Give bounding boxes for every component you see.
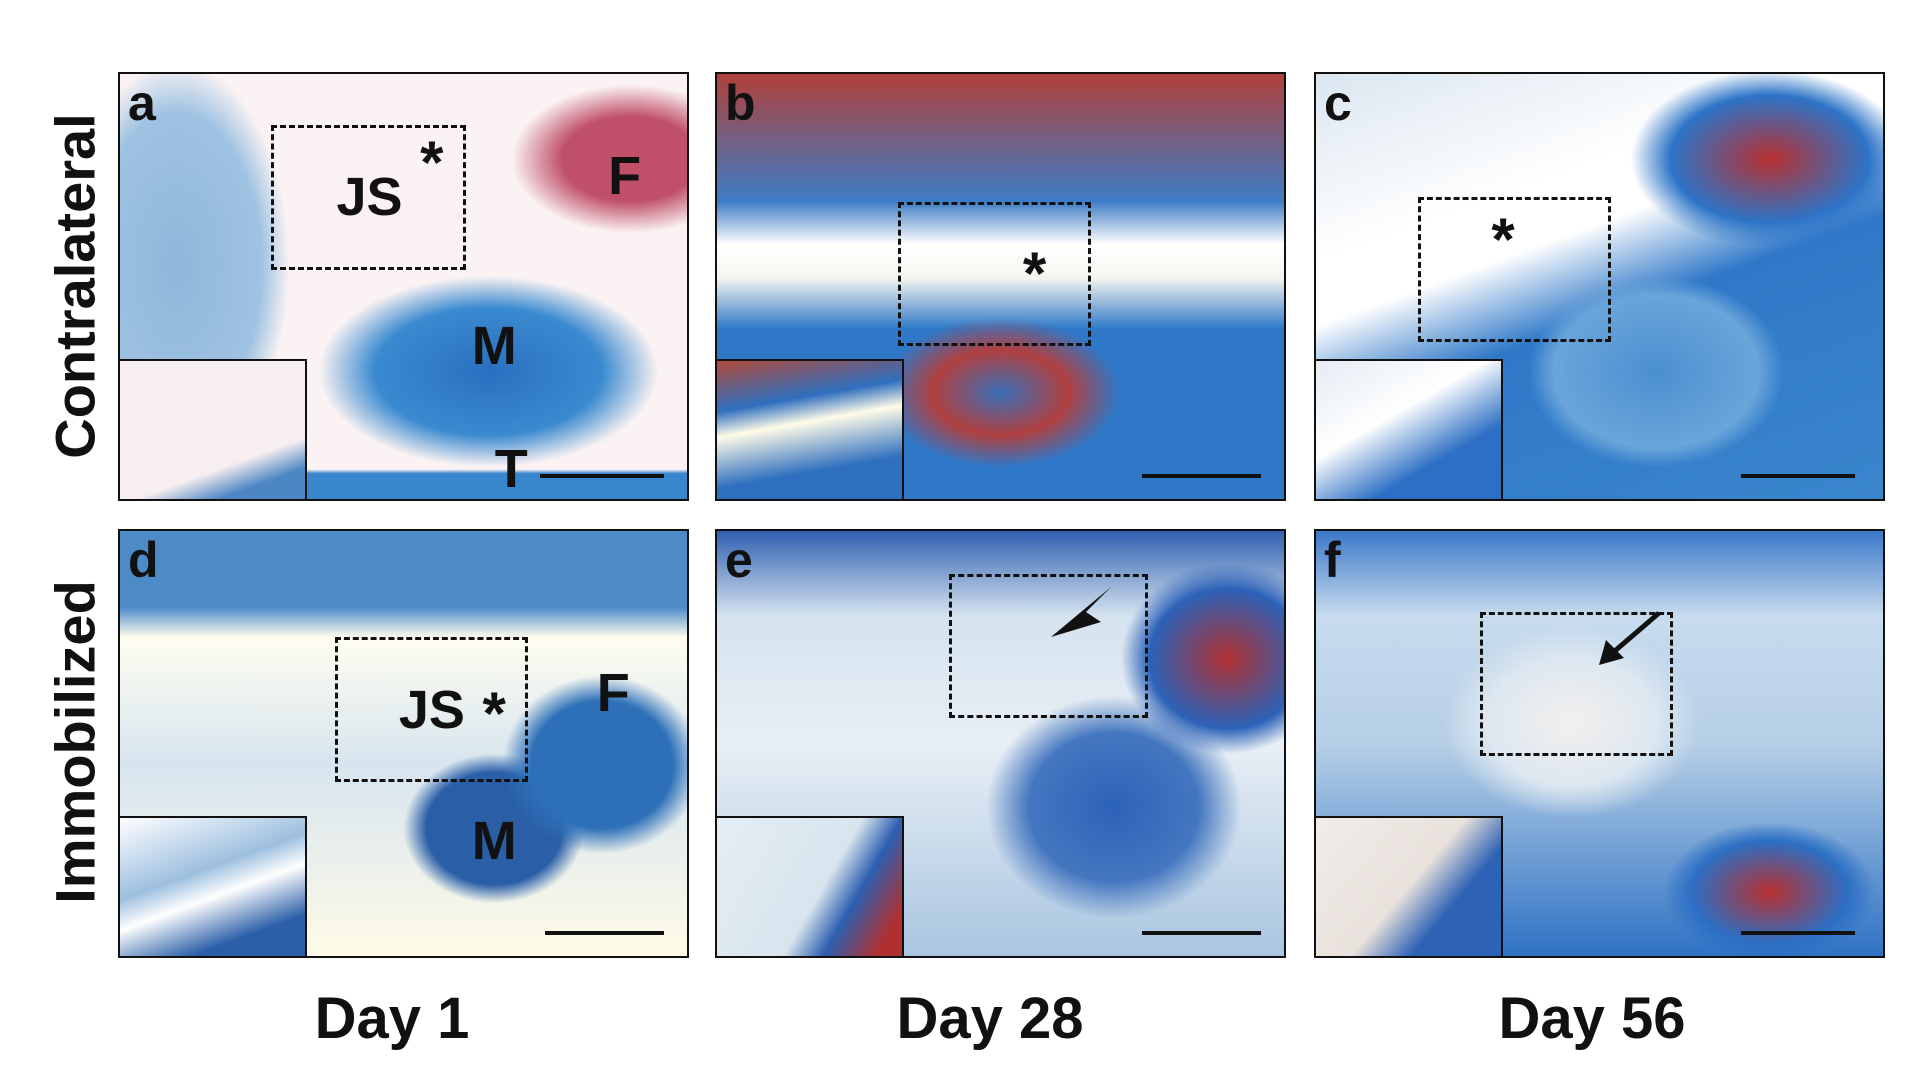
scale-bar [1142, 473, 1262, 478]
label-joint-space: JS [398, 679, 465, 740]
inset-e [717, 815, 905, 956]
panel-letter: c [1324, 75, 1352, 131]
panel-d: d JS * F M [118, 529, 689, 958]
roi-box [898, 201, 1092, 346]
column-label-day1: Day 1 [314, 986, 470, 1051]
inset-b [717, 358, 905, 499]
roi-box [335, 637, 529, 782]
inset-a [120, 358, 308, 499]
roi-box [1480, 611, 1674, 757]
panel-letter: d [128, 532, 159, 588]
column-label-day28: Day 28 [896, 986, 1084, 1051]
inset-c [1316, 358, 1504, 499]
label-meniscus: M [471, 316, 517, 376]
scale-bar [539, 473, 665, 478]
scale-bar [545, 930, 665, 935]
scale-bar [1741, 473, 1855, 478]
row-label-contralateral: Contralateral [43, 113, 107, 459]
inset-d [120, 815, 308, 956]
arrowhead-icon [1050, 587, 1111, 637]
panel-e: e [715, 529, 1286, 958]
label-asterisk: * [482, 679, 506, 747]
panel-a: a JS * F M T [118, 72, 689, 501]
panel-letter: b [725, 75, 756, 131]
panel-f: f [1314, 529, 1885, 958]
roi-box [270, 125, 466, 270]
panel-b: b * [715, 72, 1286, 501]
label-meniscus: M [471, 811, 517, 872]
scale-bar [1741, 930, 1855, 935]
label-asterisk: * [420, 129, 444, 197]
row-label-immobilized: Immobilized [43, 580, 107, 904]
panel-letter: e [725, 532, 753, 588]
panel-letter: f [1324, 532, 1341, 588]
panel-letter: a [128, 75, 156, 131]
label-asterisk: * [1022, 239, 1047, 307]
inset-f [1316, 815, 1504, 956]
column-label-day56: Day 56 [1498, 986, 1686, 1051]
label-femur: F [596, 662, 630, 723]
label-femur: F [608, 146, 642, 206]
panel-c: c * [1314, 72, 1885, 501]
label-tibia: T [494, 439, 528, 500]
scale-bar [1142, 930, 1262, 935]
roi-box [1418, 197, 1611, 342]
roi-box [949, 573, 1148, 718]
label-joint-space: JS [336, 167, 403, 228]
label-asterisk: * [1491, 205, 1515, 273]
arrow-icon [1598, 610, 1661, 665]
